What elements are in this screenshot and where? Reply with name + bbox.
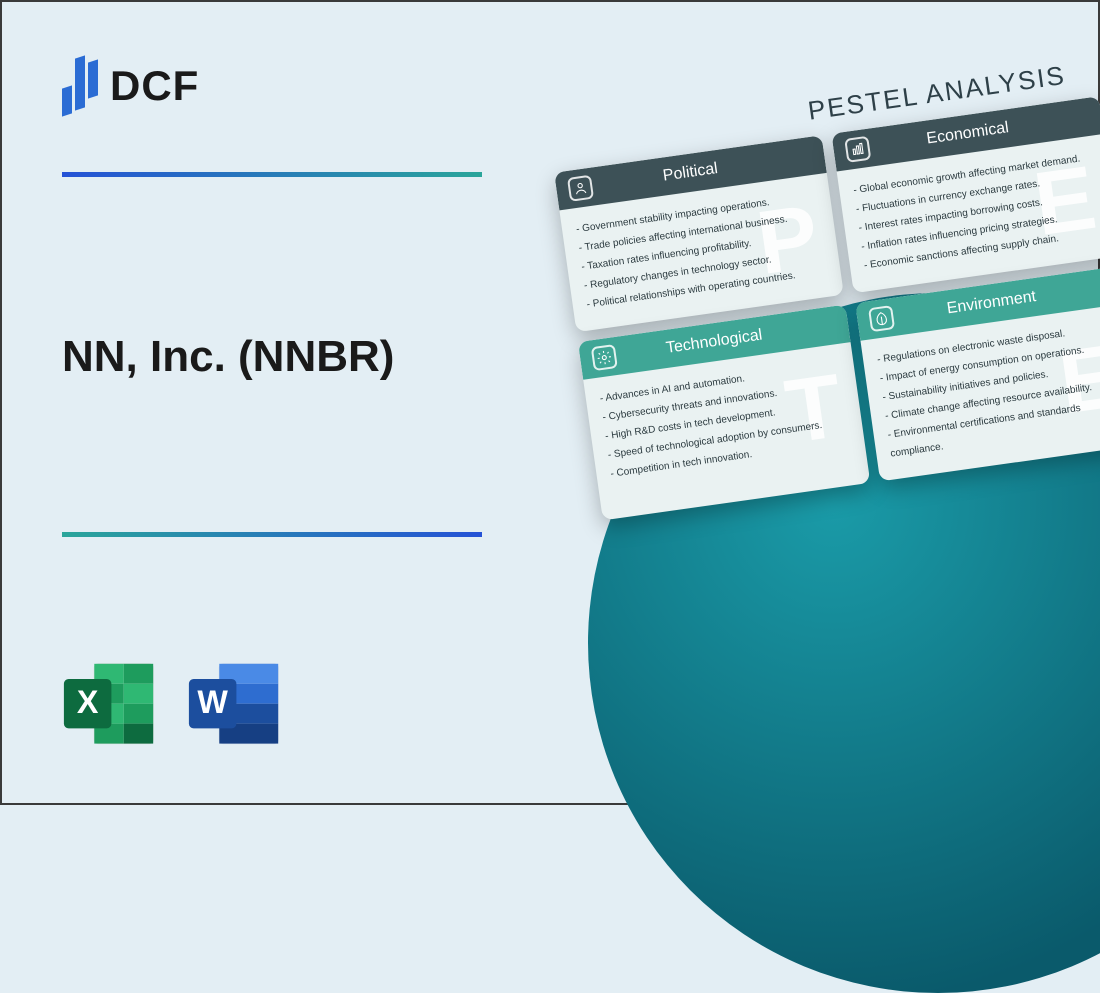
word-icon: W [187, 660, 282, 748]
app-icons: X W [62, 660, 282, 748]
leaf-icon [868, 305, 895, 332]
pestel-card-title: Environment [946, 288, 1037, 318]
pestel-card-title: Political [662, 160, 719, 185]
excel-icon: X [62, 660, 157, 748]
person-icon [567, 175, 594, 202]
pestel-card-economical: EconomicalEGlobal economic growth affect… [831, 96, 1100, 293]
logo-bars-icon [62, 57, 98, 115]
pestel-card-title: Technological [665, 326, 764, 357]
chart-icon [844, 136, 871, 163]
word-letter: W [197, 684, 228, 720]
pestel-card-title: Economical [926, 119, 1010, 148]
pestel-card-political: PoliticalPGovernment stability impacting… [554, 135, 844, 332]
pestel-card-technological: TechnologicalTAdvances in AI and automat… [578, 305, 870, 521]
pestel-analysis: PESTEL ANALYSIS PoliticalPGovernment sta… [548, 56, 1100, 521]
divider-bottom [62, 532, 482, 537]
page-title: NN, Inc. (NNBR) [62, 332, 394, 382]
pestel-card-environment: EnvironmentERegulations on electronic wa… [855, 266, 1100, 482]
logo: DCF [62, 57, 199, 115]
gear-icon [591, 344, 618, 371]
excel-letter: X [77, 684, 99, 720]
divider-top [62, 172, 482, 177]
logo-text: DCF [110, 62, 199, 110]
